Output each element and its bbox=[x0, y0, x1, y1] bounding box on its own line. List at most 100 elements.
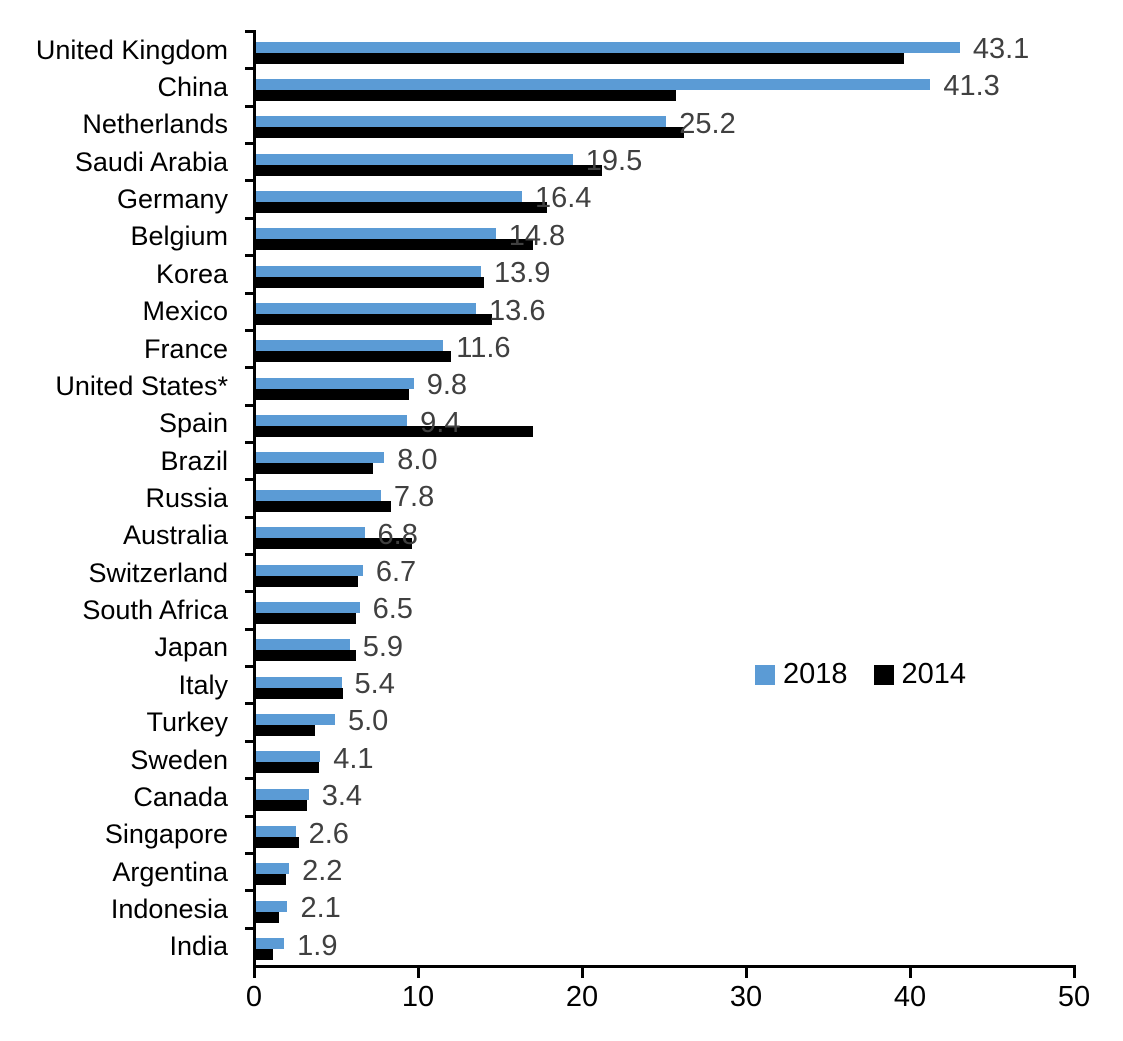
bar-2014 bbox=[255, 949, 273, 961]
legend-item-2014: 2014 bbox=[873, 658, 967, 691]
bar-2014 bbox=[255, 911, 280, 923]
x-tick-label: 30 bbox=[729, 981, 763, 1013]
x-axis-tick bbox=[417, 968, 420, 978]
bar-2014 bbox=[255, 276, 485, 288]
bar-2014 bbox=[255, 799, 308, 811]
category-label: Sweden bbox=[130, 744, 228, 775]
bar-2018 bbox=[255, 153, 573, 165]
value-label: 16.4 bbox=[534, 182, 592, 215]
category-label: Turkey bbox=[146, 707, 228, 738]
category-label: Indonesia bbox=[110, 893, 228, 924]
bar-2014 bbox=[255, 538, 413, 550]
category-label: India bbox=[169, 931, 228, 962]
y-axis-tick bbox=[245, 291, 253, 295]
bar-2014 bbox=[255, 351, 452, 363]
category-label: Switzerland bbox=[88, 557, 228, 588]
category-label: China bbox=[157, 72, 228, 103]
x-tick-label: 50 bbox=[1057, 981, 1091, 1013]
bar-2018 bbox=[255, 78, 931, 90]
bar-2014 bbox=[255, 575, 358, 587]
category-label: Argentina bbox=[112, 856, 228, 887]
category-label: Russia bbox=[145, 483, 228, 513]
y-axis-tick bbox=[245, 142, 253, 146]
value-label: 4.1 bbox=[333, 742, 374, 775]
category-label: Italy bbox=[178, 669, 228, 700]
category-label: Belgium bbox=[130, 221, 228, 252]
bar-2018 bbox=[255, 116, 667, 128]
category-label: Germany bbox=[116, 184, 228, 215]
bar-2014 bbox=[255, 164, 603, 176]
x-axis-tick bbox=[745, 968, 748, 978]
bar-2018 bbox=[255, 340, 444, 352]
x-axis-tick bbox=[1073, 968, 1076, 978]
x-axis-tick bbox=[253, 968, 256, 978]
x-tick-label: 40 bbox=[893, 981, 927, 1013]
y-axis-tick bbox=[245, 665, 253, 669]
bar-2014 bbox=[255, 837, 299, 849]
bar-2018 bbox=[255, 489, 381, 501]
category-label: South Africa bbox=[82, 595, 228, 626]
bar-2018 bbox=[255, 601, 360, 613]
bar-2018 bbox=[255, 788, 309, 800]
bar-2018 bbox=[255, 452, 385, 464]
value-label: 2.1 bbox=[300, 892, 341, 925]
category-label: Saudi Arabia bbox=[74, 146, 228, 177]
bar-2018 bbox=[255, 639, 350, 651]
bar-2018 bbox=[255, 751, 321, 763]
legend-label-2018: 2018 bbox=[783, 658, 848, 690]
bar-2018 bbox=[255, 41, 960, 53]
y-axis-tick bbox=[245, 67, 253, 71]
bar-2014 bbox=[255, 463, 373, 475]
y-axis-tick bbox=[245, 590, 253, 594]
value-label: 13.9 bbox=[493, 257, 551, 290]
bar-2018 bbox=[255, 265, 481, 277]
legend-swatch-2018 bbox=[755, 664, 775, 685]
value-label: 13.6 bbox=[489, 294, 546, 327]
y-axis-line bbox=[253, 30, 256, 966]
bar-2018 bbox=[255, 190, 522, 202]
y-axis-tick bbox=[245, 216, 253, 220]
y-axis-tick bbox=[245, 254, 253, 258]
legend-label-2014: 2014 bbox=[901, 658, 967, 690]
y-axis-tick bbox=[245, 851, 253, 855]
category-label: Australia bbox=[122, 520, 228, 551]
y-axis-tick bbox=[245, 440, 253, 444]
y-axis-tick bbox=[245, 926, 253, 930]
y-axis-tick bbox=[245, 814, 253, 818]
category-label: Netherlands bbox=[82, 109, 228, 140]
y-axis-tick bbox=[245, 366, 253, 370]
value-label: 43.1 bbox=[972, 33, 1030, 65]
x-tick-label: 10 bbox=[401, 981, 435, 1013]
category-label: Singapore bbox=[104, 819, 228, 850]
bar-2018 bbox=[255, 713, 335, 725]
value-label: 19.5 bbox=[585, 145, 643, 178]
y-axis-tick bbox=[245, 702, 253, 706]
bar-2014 bbox=[255, 426, 534, 438]
y-axis-tick bbox=[245, 328, 253, 332]
category-label: Brazil bbox=[160, 445, 228, 476]
bar-2014 bbox=[255, 52, 905, 64]
y-axis-tick bbox=[245, 739, 253, 743]
bar-2018 bbox=[255, 938, 285, 950]
bar-2018 bbox=[255, 676, 342, 688]
value-label: 6.8 bbox=[377, 518, 418, 551]
bar-2014 bbox=[255, 239, 534, 251]
legend-item-2018: 2018 bbox=[755, 658, 848, 691]
bar-2018 bbox=[255, 863, 290, 875]
value-label: 2.2 bbox=[302, 854, 343, 887]
value-label: 25.2 bbox=[679, 107, 736, 140]
legend-swatch-2014 bbox=[873, 664, 894, 685]
y-axis-tick bbox=[245, 553, 253, 557]
bar-2014 bbox=[255, 612, 357, 624]
value-label: 2.6 bbox=[308, 817, 349, 850]
value-label: 41.3 bbox=[943, 70, 1000, 103]
category-label: France bbox=[143, 333, 228, 364]
y-axis-tick bbox=[245, 403, 253, 407]
value-label: 8.0 bbox=[397, 443, 438, 476]
bar-2018 bbox=[255, 900, 288, 912]
category-label: United Kingdom bbox=[35, 34, 228, 65]
category-label: Mexico bbox=[142, 296, 228, 327]
category-label: Spain bbox=[158, 408, 228, 439]
bar-2014 bbox=[255, 314, 493, 326]
bar-2014 bbox=[255, 201, 547, 213]
